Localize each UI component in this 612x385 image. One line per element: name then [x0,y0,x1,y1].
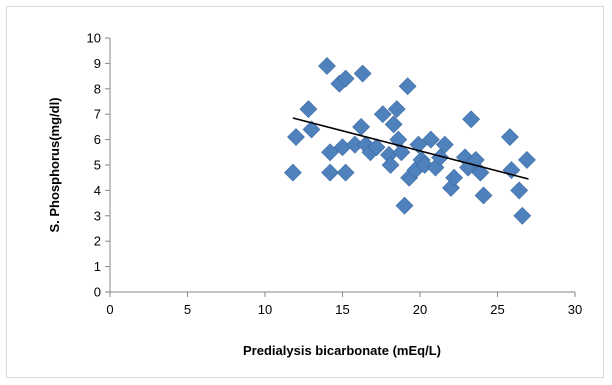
y-tick-label: 1 [94,259,101,274]
x-tick-label: 30 [568,302,582,317]
y-tick-label: 8 [94,81,101,96]
y-tick-label: 0 [94,285,101,300]
y-axis-title: S. Phosphorus(mg/dl) [47,97,62,232]
data-point [384,115,403,134]
data-point [500,128,519,146]
data-point [502,161,521,180]
y-tick-label: 4 [94,183,101,198]
data-point [398,77,417,96]
data-point [518,150,536,169]
data-point [299,100,318,119]
x-axis: 0 5 10 15 20 25 30 [106,291,582,317]
chart-area [6,6,604,378]
y-tick-label: 3 [94,208,101,223]
data-point [302,120,321,139]
x-tick-label: 10 [258,302,272,317]
x-tick-label: 5 [184,302,191,317]
data-point [392,143,411,162]
data-point [373,105,392,124]
data-point [513,206,532,225]
x-tick-label: 0 [106,302,113,317]
data-point [445,168,464,187]
data-point [353,64,372,83]
data-point [474,186,493,205]
data-point [287,128,305,146]
y-tick-label: 6 [94,132,101,147]
y-axis: 0 1 2 3 4 5 6 7 8 9 10 [87,31,111,300]
data-point [462,110,481,129]
data-point [510,181,529,200]
data-point [321,143,340,162]
data-point [421,130,440,149]
y-tick-label: 2 [94,234,101,249]
data-point [321,163,340,182]
trendline-group [292,117,529,180]
data-point [395,196,414,215]
y-tick-label: 5 [94,158,101,173]
data-point [435,135,454,154]
trendline [292,117,529,180]
x-tick-label: 20 [413,302,427,317]
x-tick-label: 25 [490,302,504,317]
data-point [367,138,386,157]
y-tick-label: 10 [87,31,101,46]
data-point [283,163,302,182]
y-tick-label: 9 [94,56,101,71]
x-axis-title: Predialysis bicarbonate (mEq/L) [243,343,441,358]
data-point [381,156,400,174]
data-point [352,117,371,136]
y-tick-label: 7 [94,107,101,122]
data-point [318,57,336,75]
data-point [336,69,355,88]
x-tick-label: 15 [335,302,349,317]
data-points [283,57,536,225]
data-point [336,163,355,182]
data-point [387,100,406,119]
